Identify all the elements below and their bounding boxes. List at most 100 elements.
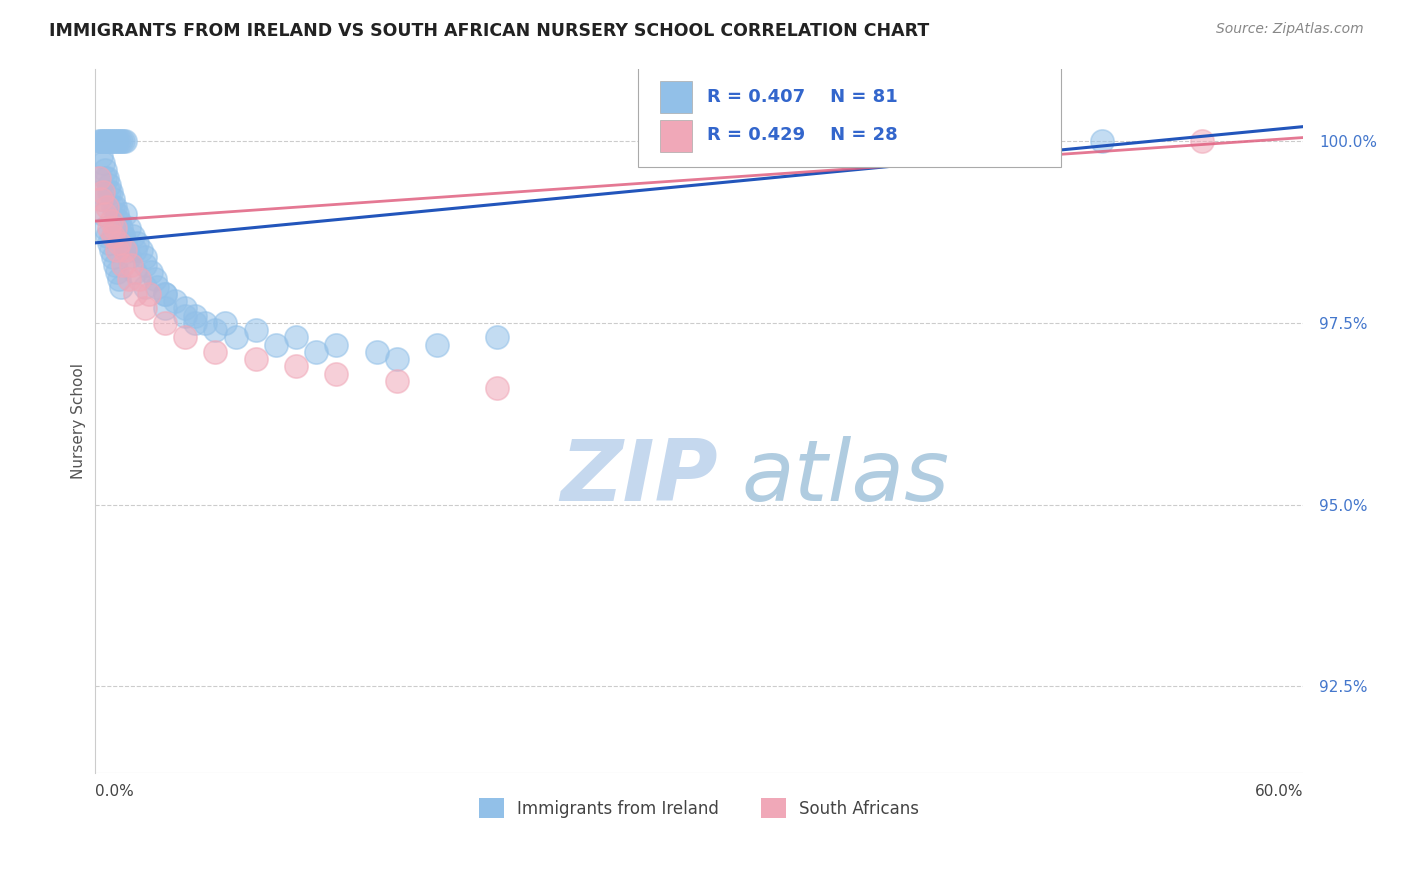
Immigrants from Ireland [305,345,328,359]
Immigrants from Ireland [93,134,115,148]
Text: R = 0.429    N = 28: R = 0.429 N = 28 [707,127,898,145]
Immigrants from Ireland [1090,134,1112,148]
Immigrants from Ireland [174,309,197,323]
Immigrants from Ireland [146,279,169,293]
South Africans [114,243,136,257]
Immigrants from Ireland [111,228,134,243]
Immigrants from Ireland [97,178,120,192]
Immigrants from Ireland [101,200,124,214]
Immigrants from Ireland [245,323,267,337]
Immigrants from Ireland [486,330,509,344]
South Africans [111,258,134,272]
Immigrants from Ireland [385,352,408,367]
Immigrants from Ireland [100,134,122,148]
Immigrants from Ireland [139,265,162,279]
Text: ZIP: ZIP [560,436,717,519]
Immigrants from Ireland [104,134,127,148]
Immigrants from Ireland [110,279,132,293]
Immigrants from Ireland [426,337,449,351]
Immigrants from Ireland [107,134,129,148]
Immigrants from Ireland [124,265,146,279]
Immigrants from Ireland [96,134,118,148]
Immigrants from Ireland [114,134,136,148]
Immigrants from Ireland [104,258,127,272]
Immigrants from Ireland [100,185,122,199]
Immigrants from Ireland [214,316,236,330]
South Africans [385,374,408,388]
Bar [659,81,692,113]
Immigrants from Ireland [87,134,110,148]
Immigrants from Ireland [225,330,247,344]
Immigrants from Ireland [87,185,110,199]
Immigrants from Ireland [97,134,120,148]
Text: 0.0%: 0.0% [94,784,134,799]
South Africans [153,316,176,330]
Immigrants from Ireland [134,251,156,265]
Text: atlas: atlas [741,436,949,519]
Immigrants from Ireland [129,243,152,257]
Immigrants from Ireland [184,316,207,330]
South Africans [124,286,146,301]
South Africans [204,345,226,359]
Immigrants from Ireland [93,170,115,185]
Immigrants from Ireland [153,301,176,316]
FancyBboxPatch shape [638,65,1062,167]
South Africans [90,192,112,206]
Immigrants from Ireland [96,228,118,243]
Immigrants from Ireland [105,265,128,279]
Immigrants from Ireland [125,235,148,250]
Immigrants from Ireland [143,272,166,286]
Immigrants from Ireland [134,279,156,293]
Immigrants from Ireland [90,134,112,148]
Immigrants from Ireland [111,228,134,243]
Immigrants from Ireland [325,337,347,351]
Immigrants from Ireland [100,243,122,257]
Text: IMMIGRANTS FROM IRELAND VS SOUTH AFRICAN NURSERY SCHOOL CORRELATION CHART: IMMIGRANTS FROM IRELAND VS SOUTH AFRICAN… [49,22,929,40]
South Africans [120,258,142,272]
Immigrants from Ireland [114,207,136,221]
South Africans [128,272,150,286]
South Africans [97,221,120,235]
Immigrants from Ireland [194,316,217,330]
Immigrants from Ireland [114,235,136,250]
Legend: Immigrants from Ireland, South Africans: Immigrants from Ireland, South Africans [472,791,925,825]
South Africans [486,381,509,395]
Immigrants from Ireland [165,294,187,309]
South Africans [104,221,127,235]
South Africans [87,170,110,185]
Immigrants from Ireland [107,272,129,286]
Immigrants from Ireland [134,258,156,272]
Immigrants from Ireland [91,207,114,221]
Immigrants from Ireland [121,228,143,243]
South Africans [285,359,308,374]
Immigrants from Ireland [97,235,120,250]
Immigrants from Ireland [204,323,226,337]
Immigrants from Ireland [101,251,124,265]
Immigrants from Ireland [93,221,115,235]
Immigrants from Ireland [90,149,112,163]
Immigrants from Ireland [91,156,114,170]
South Africans [1191,134,1213,148]
Immigrants from Ireland [104,200,127,214]
Immigrants from Ireland [93,163,115,178]
Immigrants from Ireland [111,134,134,148]
South Africans [174,330,197,344]
Immigrants from Ireland [101,134,124,148]
Immigrants from Ireland [105,134,128,148]
Immigrants from Ireland [285,330,308,344]
Immigrants from Ireland [107,214,129,228]
Immigrants from Ireland [97,185,120,199]
Immigrants from Ireland [366,345,388,359]
South Africans [105,243,128,257]
South Africans [325,367,347,381]
Immigrants from Ireland [153,286,176,301]
Immigrants from Ireland [118,221,141,235]
Immigrants from Ireland [264,337,287,351]
South Africans [138,286,160,301]
South Africans [134,301,156,316]
Y-axis label: Nursery School: Nursery School [72,363,86,479]
Text: Source: ZipAtlas.com: Source: ZipAtlas.com [1216,22,1364,37]
South Africans [245,352,267,367]
Immigrants from Ireland [110,134,132,148]
Immigrants from Ireland [118,251,141,265]
